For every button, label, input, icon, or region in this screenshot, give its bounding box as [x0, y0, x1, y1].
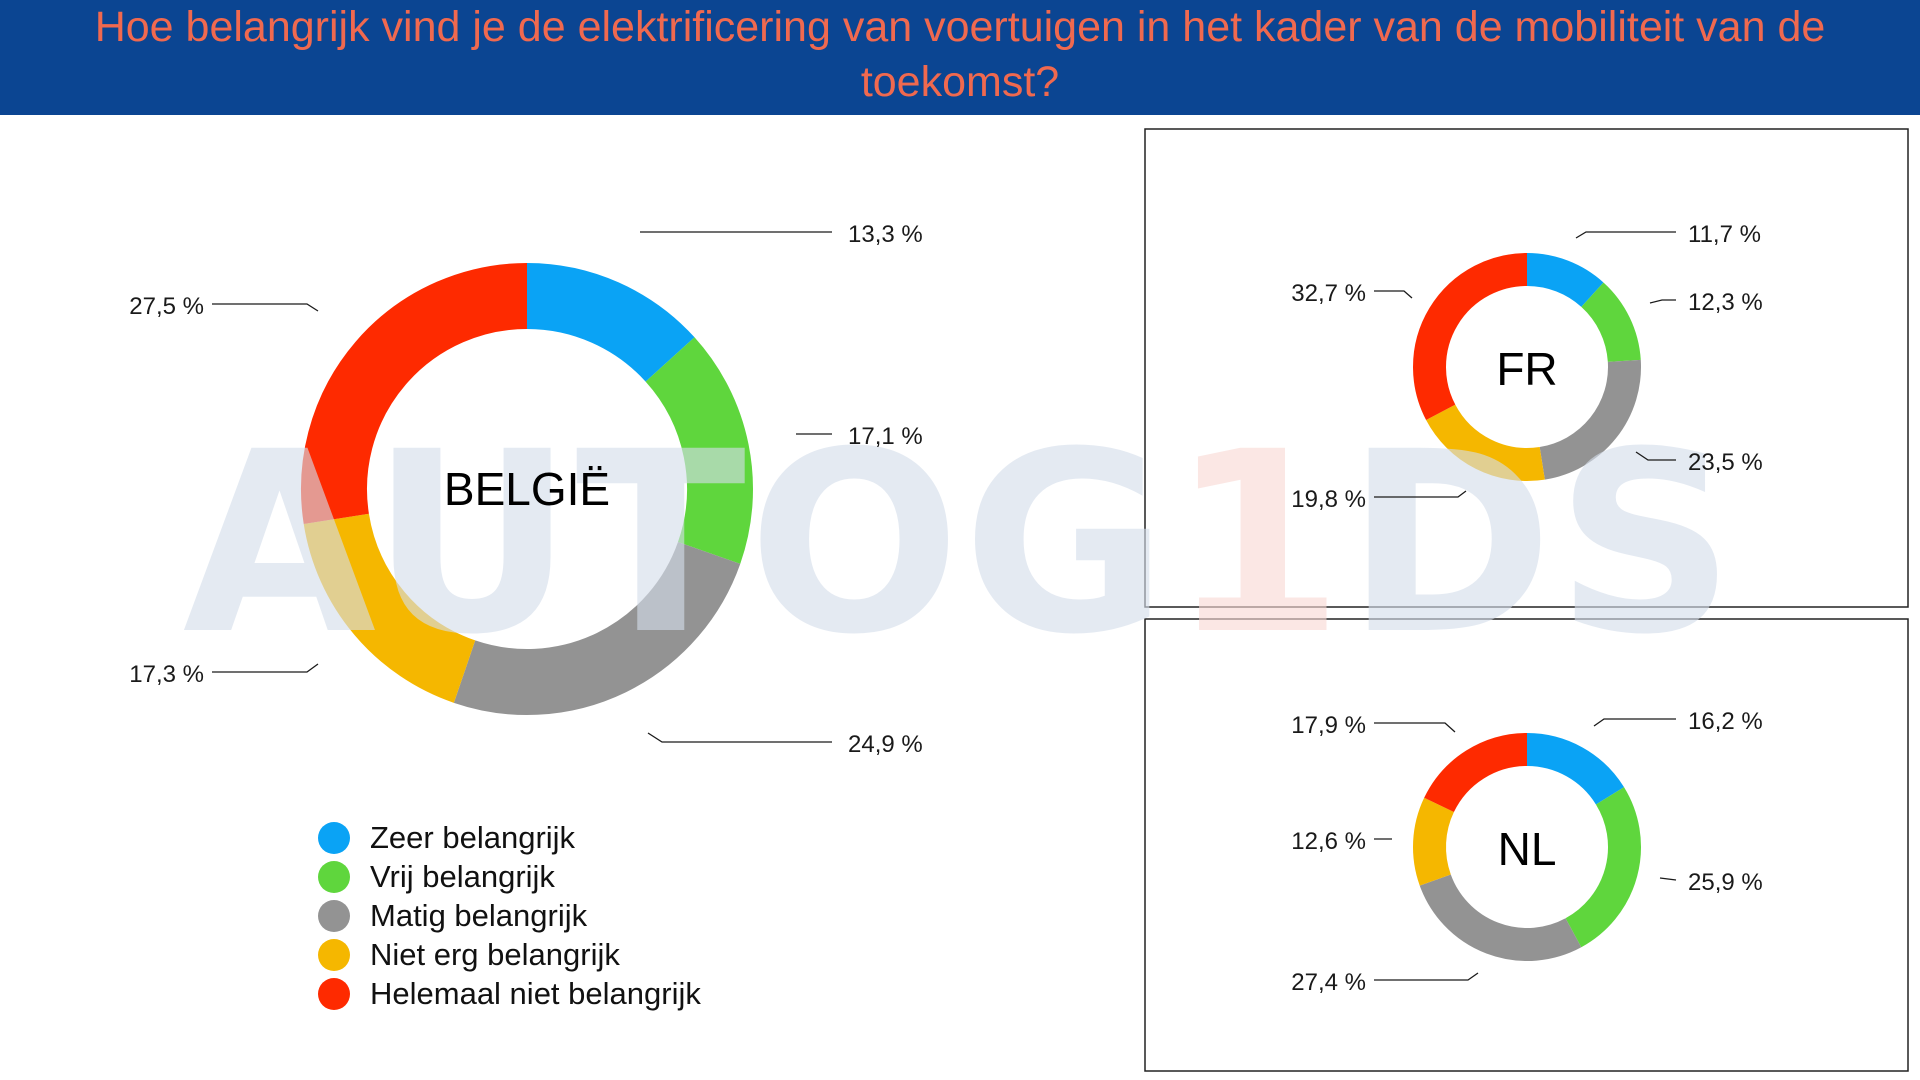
fr-leader-line-niet-erg: [1374, 490, 1467, 498]
title-banner: Hoe belangrijk vind je de elektrificerin…: [0, 0, 1920, 115]
watermark-accent-text: 1: [1170, 398, 1346, 689]
fr-value-label-niet-erg: 19,8 %: [1291, 486, 1366, 513]
nl-leader-line-helemaal-niet: [1374, 722, 1456, 733]
fr-center-label: FR: [1496, 343, 1557, 395]
fr-leader-line-helemaal-niet: [1374, 290, 1413, 299]
legend-swatch-vrij: [318, 860, 350, 893]
nl-center-label: NL: [1498, 823, 1557, 875]
legend-label: Zeer belangrijk: [370, 819, 576, 855]
fr-value-label-vrij: 12,3 %: [1688, 289, 1763, 316]
autogids-watermark: AUTOG1DS: [183, 398, 1738, 689]
legend-item-zeer: Zeer belangrijk: [318, 818, 701, 857]
nl-panel-frame: [1144, 618, 1909, 1072]
nl-value-label-matig: 27,4 %: [1291, 969, 1366, 996]
legend-item-matig: Matig belangrijk: [318, 896, 701, 935]
nl-value-label-helemaal-niet: 17,9 %: [1291, 712, 1366, 739]
chart-title: Hoe belangrijk vind je de elektrificerin…: [94, 3, 1826, 106]
belgie-value-label-helemaal-niet: 27,5 %: [129, 293, 204, 320]
legend-swatch-zeer: [318, 821, 350, 854]
belgie-value-label-niet-erg: 17,3 %: [129, 661, 204, 688]
fr-slice-vrij: [1580, 282, 1641, 363]
nl-leader-line-vrij: [1659, 877, 1677, 881]
fr-slice-zeer: [1526, 253, 1604, 308]
legend-label: Helemaal niet belangrijk: [370, 975, 701, 1011]
fr-leader-line-zeer: [1575, 231, 1676, 239]
belgie-value-label-vrij: 17,1 %: [848, 423, 923, 450]
fr-slice-matig: [1539, 359, 1641, 480]
nl-slice-niet-erg: [1413, 797, 1455, 886]
belgie-slice-matig: [453, 541, 741, 715]
nl-leader-line-matig: [1374, 972, 1479, 981]
nl-leader-line-zeer: [1593, 718, 1676, 727]
belgie-slice-helemaal-niet: [301, 263, 528, 524]
legend-item-helemaal-niet: Helemaal niet belangrijk: [318, 974, 701, 1013]
belgie-leader-line-niet-erg: [212, 663, 319, 673]
belgie-leader-line-matig: [647, 732, 832, 743]
nl-slice-vrij: [1565, 787, 1641, 948]
watermark-text: AUTOG: [183, 398, 1170, 689]
legend: Zeer belangrijk Vrij belangrijk Matig bela…: [318, 818, 701, 1013]
belgie-center-label: BELGIË: [444, 463, 610, 515]
svg-text:AUTOG1DS: AUTOG1DS: [183, 398, 1738, 689]
fr-slice-helemaal-niet: [1413, 253, 1528, 421]
belgie-leader-line-helemaal-niet: [212, 303, 319, 312]
belgie-slice-niet-erg: [303, 513, 476, 703]
legend-label: Niet erg belangrijk: [370, 936, 620, 972]
fr-panel-frame: [1144, 128, 1909, 608]
fr-slice-niet-erg: [1426, 404, 1545, 481]
nl-value-label-niet-erg: 12,6 %: [1291, 828, 1366, 855]
legend-item-vrij: Vrij belangrijk: [318, 857, 701, 896]
legend-swatch-niet-erg: [318, 938, 350, 971]
fr-value-label-helemaal-niet: 32,7 %: [1291, 280, 1366, 307]
fr-leader-line-matig: [1635, 451, 1676, 461]
nl-value-label-zeer: 16,2 %: [1688, 708, 1763, 735]
nl-slice-helemaal-niet: [1424, 733, 1528, 813]
belgie-slice-vrij: [645, 337, 753, 564]
nl-slice-zeer: [1526, 733, 1625, 805]
legend-item-niet-erg: Niet erg belangrijk: [318, 935, 701, 974]
legend-swatch-matig: [318, 899, 350, 932]
fr-leader-line-vrij: [1649, 299, 1676, 304]
belgie-slice-zeer: [526, 263, 695, 383]
legend-label: Matig belangrijk: [370, 897, 588, 933]
belgie-value-label-zeer: 13,3 %: [848, 221, 923, 248]
nl-value-label-vrij: 25,9 %: [1688, 869, 1763, 896]
fr-value-label-zeer: 11,7 %: [1688, 221, 1761, 248]
nl-slice-matig: [1419, 873, 1582, 961]
legend-label: Vrij belangrijk: [370, 858, 555, 894]
fr-value-label-matig: 23,5 %: [1688, 449, 1763, 476]
belgie-value-label-matig: 24,9 %: [848, 731, 923, 758]
legend-swatch-helemaal-niet: [318, 977, 350, 1010]
watermark-text-end: DS: [1346, 398, 1738, 689]
